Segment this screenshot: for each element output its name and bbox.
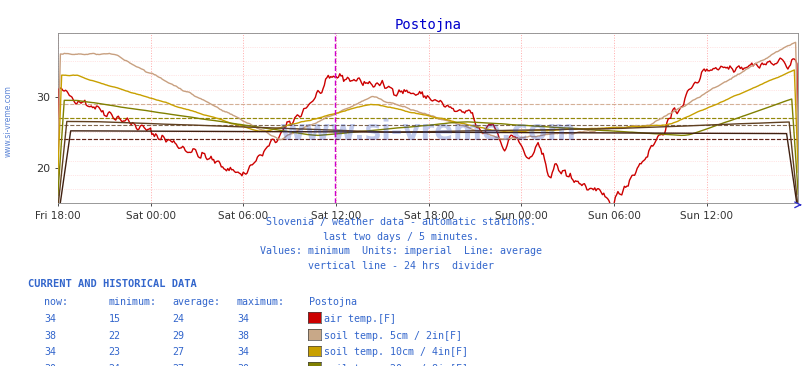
Text: 34: 34 [237,314,249,324]
Text: 38: 38 [44,330,56,340]
Text: maximum:: maximum: [237,297,285,307]
Text: 22: 22 [108,330,120,340]
Text: Slovenia / weather data - automatic stations.: Slovenia / weather data - automatic stat… [266,217,536,227]
Text: 38: 38 [237,330,249,340]
Text: 34: 34 [44,347,56,357]
Text: last two days / 5 minutes.: last two days / 5 minutes. [323,232,479,242]
Text: air temp.[F]: air temp.[F] [324,314,396,324]
Title: Postojna: Postojna [394,18,461,32]
Text: Values: minimum  Units: imperial  Line: average: Values: minimum Units: imperial Line: av… [260,246,542,256]
Text: 27: 27 [172,347,184,357]
Text: 30: 30 [237,364,249,366]
Text: soil temp. 10cm / 4in[F]: soil temp. 10cm / 4in[F] [324,347,468,357]
Text: 15: 15 [108,314,120,324]
Text: 34: 34 [237,347,249,357]
Text: 24: 24 [172,314,184,324]
Text: average:: average: [172,297,221,307]
Text: www.si-vreme.com: www.si-vreme.com [279,117,576,146]
Text: 34: 34 [44,314,56,324]
Text: www.si-vreme.com: www.si-vreme.com [3,85,13,157]
Text: 24: 24 [108,364,120,366]
Text: 29: 29 [172,330,184,340]
Text: vertical line - 24 hrs  divider: vertical line - 24 hrs divider [308,261,494,271]
Text: 30: 30 [44,364,56,366]
Text: soil temp. 5cm / 2in[F]: soil temp. 5cm / 2in[F] [324,330,462,340]
Text: soil temp. 20cm / 8in[F]: soil temp. 20cm / 8in[F] [324,364,468,366]
Text: 27: 27 [172,364,184,366]
Text: now:: now: [44,297,68,307]
Text: minimum:: minimum: [108,297,156,307]
Text: 23: 23 [108,347,120,357]
Text: Postojna: Postojna [309,297,357,307]
Text: CURRENT AND HISTORICAL DATA: CURRENT AND HISTORICAL DATA [28,279,196,289]
